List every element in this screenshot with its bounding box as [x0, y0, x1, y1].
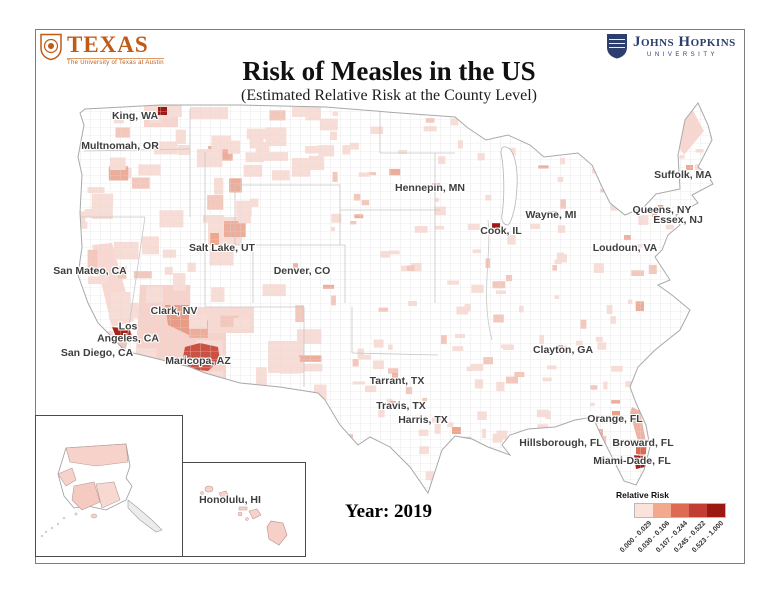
texas-shield-icon: [40, 33, 62, 61]
hawaii-inset: [182, 462, 306, 557]
jhu-logo: Johns Hopkins UNIVERSITY: [606, 33, 736, 59]
legend-class-swatch: 0.000 - 0.029: [619, 504, 653, 554]
jhu-shield-icon: [607, 34, 627, 59]
legend-class-swatch: 0.245 - 0.522: [673, 504, 707, 554]
page-subtitle: (Estimated Relative Risk at the County L…: [241, 87, 537, 104]
us-land-outline: [77, 102, 714, 495]
lake-michigan: [500, 146, 518, 226]
state-borders: [78, 109, 493, 387]
legend: Relative Risk 0.000 - 0.029 0.030 - 0.106…: [616, 490, 750, 554]
alaska-shape: [40, 443, 163, 538]
legend-class-swatch: 0.030 - 0.106: [637, 504, 671, 554]
legend-swatch-row: 0.000 - 0.029 0.030 - 0.106 0.107 - 0.244 0…: [619, 503, 726, 554]
texas-wordmark: TEXAS: [67, 32, 149, 57]
hawaii-islands: [200, 485, 288, 546]
legend-class-swatch: 0.523 - 1.000: [691, 504, 725, 554]
page-title: Risk of Measles in the US: [242, 56, 536, 86]
jhu-logo-text: Johns Hopkins UNIVERSITY: [633, 33, 736, 58]
texas-logo-text: TEXAS The University of Texas at Austin: [67, 33, 164, 66]
jhu-name: Johns Hopkins: [633, 33, 736, 50]
legend-title: Relative Risk: [616, 490, 669, 500]
texas-tagline: The University of Texas at Austin: [67, 58, 164, 66]
jhu-university: UNIVERSITY: [647, 51, 719, 58]
legend-class-swatch: 0.107 - 0.244: [655, 504, 689, 554]
alaska-inset: [35, 415, 183, 557]
texas-logo: TEXAS The University of Texas at Austin: [39, 33, 164, 66]
year-label: Year: 2019: [345, 501, 433, 522]
us-county-choropleth-map: [77, 102, 714, 495]
